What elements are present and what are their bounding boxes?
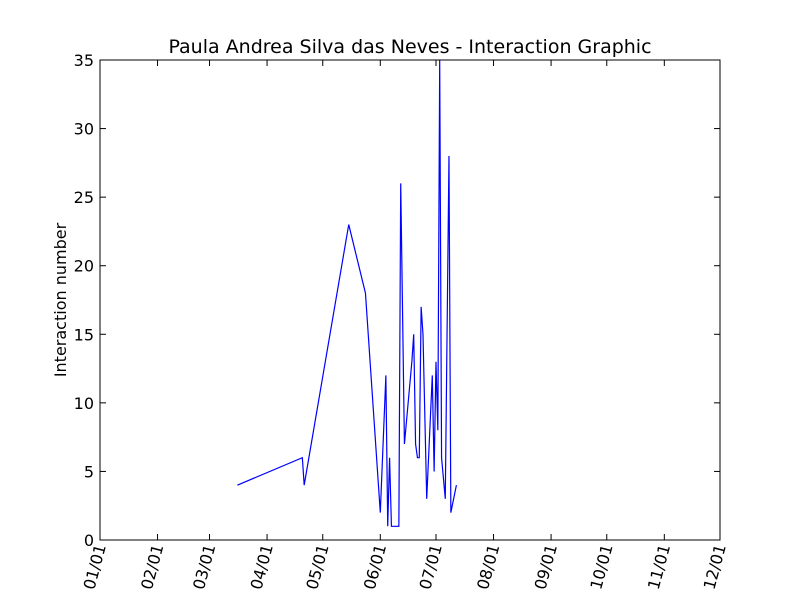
y-tick-label: 35 <box>74 51 94 70</box>
plot-area <box>99 59 721 541</box>
chart-title: Paula Andrea Silva das Neves - Interacti… <box>168 36 651 58</box>
y-axis-ticks: 0 5 10 15 20 25 30 35 <box>74 51 720 550</box>
y-tick-label: 20 <box>74 257 94 276</box>
y-tick-label: 0 <box>84 531 94 550</box>
y-tick-label: 30 <box>74 120 94 139</box>
y-tick-label: 5 <box>84 462 94 481</box>
y-axis-label: Interaction number <box>51 222 70 377</box>
y-tick-label: 25 <box>74 188 94 207</box>
y-tick-label: 15 <box>74 325 94 344</box>
y-tick-label: 10 <box>74 394 94 413</box>
plot-frame <box>99 59 721 541</box>
